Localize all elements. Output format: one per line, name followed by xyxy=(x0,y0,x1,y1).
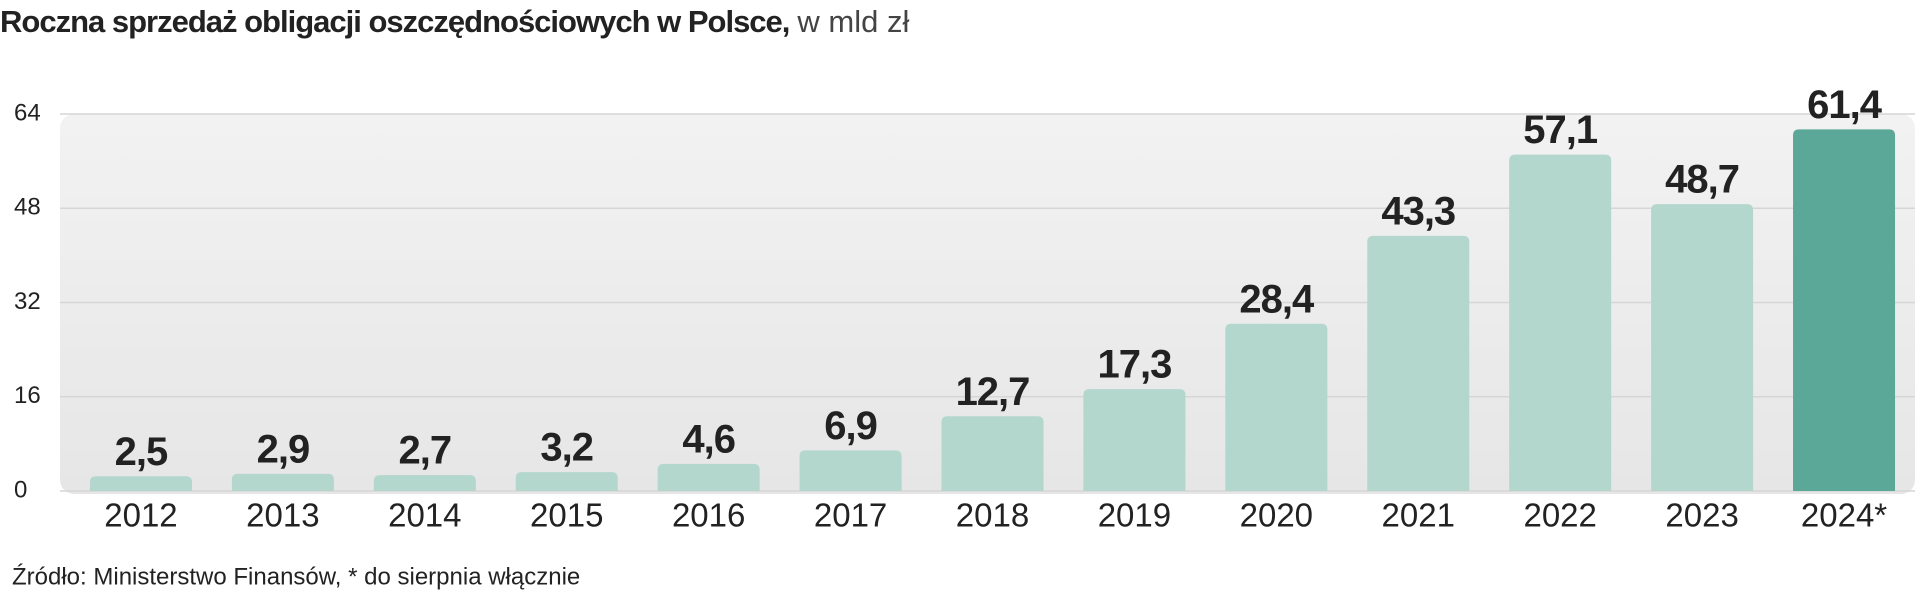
bar xyxy=(1793,129,1896,492)
x-tick-label: 2014 xyxy=(388,497,461,534)
bar xyxy=(89,476,192,491)
x-tick-label: 2016 xyxy=(672,497,745,534)
x-tick-label: 2022 xyxy=(1523,497,1596,534)
x-tick-label: 2017 xyxy=(814,497,887,534)
value-label: 3,2 xyxy=(540,426,593,470)
value-label: 61,4 xyxy=(1807,83,1883,127)
value-label: 4,6 xyxy=(682,417,735,461)
x-tick-label: 2023 xyxy=(1665,497,1738,534)
value-label: 43,3 xyxy=(1381,189,1455,233)
bar xyxy=(1225,323,1328,491)
x-tick-label: 2020 xyxy=(1240,497,1313,534)
bar xyxy=(515,472,618,491)
x-tick-label: 2018 xyxy=(956,497,1029,534)
source-note: Źródło: Ministerstwo Finansów, * do sier… xyxy=(12,563,580,590)
bar xyxy=(1509,154,1612,491)
bar xyxy=(1367,235,1470,491)
value-label: 2,5 xyxy=(115,430,168,474)
bar xyxy=(231,473,334,491)
bar xyxy=(373,475,476,491)
x-tick-label: 2013 xyxy=(246,497,319,534)
x-tick-label: 2015 xyxy=(530,497,603,534)
y-tick-label: 32 xyxy=(14,288,41,315)
value-label: 2,9 xyxy=(257,427,310,471)
x-tick-label: 2024* xyxy=(1801,497,1887,534)
value-label: 17,3 xyxy=(1097,343,1171,387)
bar xyxy=(1083,389,1186,491)
value-label: 57,1 xyxy=(1523,108,1598,152)
bar xyxy=(657,463,760,491)
x-tick-label: 2012 xyxy=(104,497,177,534)
y-tick-label: 48 xyxy=(14,194,41,221)
value-label: 12,7 xyxy=(956,370,1030,414)
x-tick-label: 2021 xyxy=(1382,497,1455,534)
y-tick-label: 16 xyxy=(14,382,41,409)
y-tick-label: 0 xyxy=(14,476,27,503)
value-label: 6,9 xyxy=(824,404,877,448)
bar xyxy=(799,450,902,491)
bar xyxy=(941,416,1044,491)
value-label: 48,7 xyxy=(1665,158,1739,202)
chart-title: Roczna sprzedaż obligacji oszczędnościow… xyxy=(0,4,909,39)
x-tick-label: 2019 xyxy=(1098,497,1171,534)
y-tick-label: 64 xyxy=(14,99,41,126)
bar xyxy=(1651,204,1754,491)
value-label: 2,7 xyxy=(399,429,452,473)
value-label: 28,4 xyxy=(1239,277,1315,321)
